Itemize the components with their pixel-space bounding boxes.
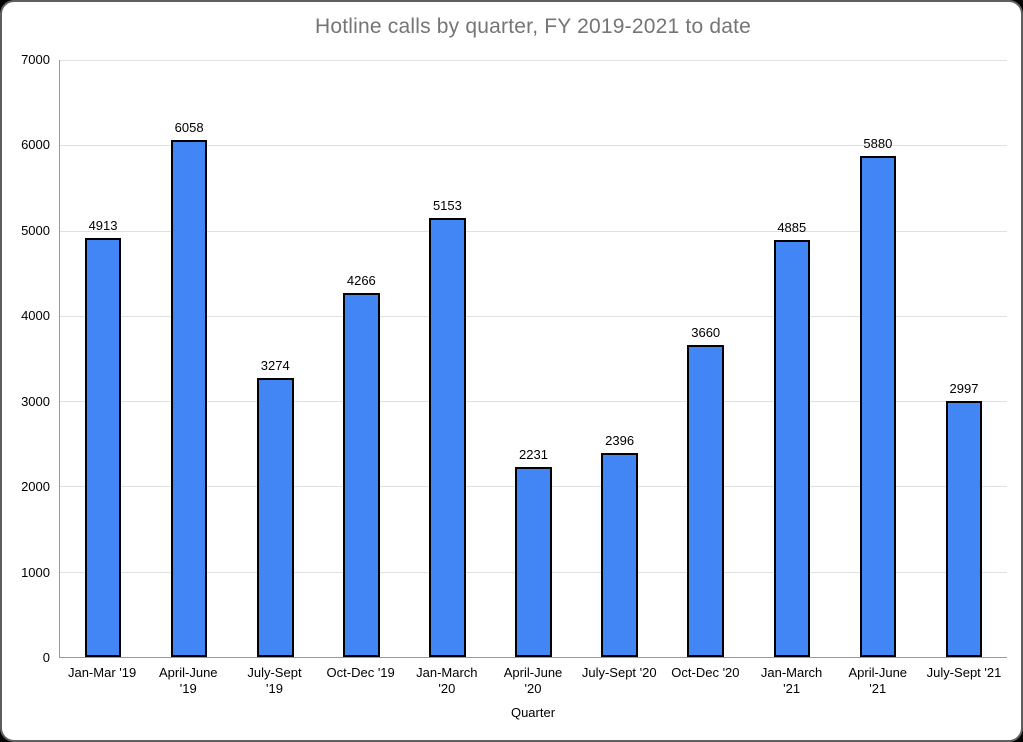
bar-slot: 2396 bbox=[577, 60, 663, 657]
bar-slot: 4885 bbox=[749, 60, 835, 657]
x-tick-label: July-Sept '19 bbox=[231, 665, 317, 697]
y-tick-label: 2000 bbox=[21, 479, 50, 495]
bar-series: 4913 6058 3274 4266 5153 2231 2396 3660 4885 5880… bbox=[60, 60, 1007, 657]
gridline-7000 bbox=[60, 60, 1007, 61]
bar-slot: 2231 bbox=[490, 60, 576, 657]
x-tick-label: April-June '19 bbox=[145, 665, 231, 697]
x-tick-label: July-Sept '21 bbox=[921, 665, 1007, 697]
x-tick-line: '20 bbox=[438, 681, 456, 696]
bar-value-label: 2396 bbox=[605, 432, 635, 448]
x-tick-line: April-June bbox=[159, 665, 218, 680]
y-tick-label: 1000 bbox=[21, 564, 50, 580]
bar-slot: 4913 bbox=[60, 60, 146, 657]
x-tick-line: July-Sept bbox=[247, 665, 302, 680]
x-tick-line: Jan-March bbox=[760, 665, 823, 680]
y-tick-label: 0 bbox=[42, 650, 50, 665]
bar-slot: 5153 bbox=[404, 60, 490, 657]
chart-title: Hotline calls by quarter, FY 2019-2021 t… bbox=[314, 15, 752, 38]
gridline-6000 bbox=[60, 145, 1007, 147]
bar-value-label: 3660 bbox=[691, 324, 721, 340]
x-axis-tick-labels: Jan-Mar '19 April-June '19 July-Sept '19 Oct-… bbox=[59, 665, 1007, 697]
x-axis-title: Quarter bbox=[510, 705, 556, 720]
gridline-3000 bbox=[60, 401, 1007, 403]
x-tick-line: July-Sept '21 bbox=[926, 665, 1002, 680]
bar bbox=[773, 240, 811, 657]
x-tick-line: Oct-Dec '20 bbox=[671, 665, 740, 680]
bar-value-label: 2997 bbox=[949, 381, 979, 397]
x-tick-line: July-Sept '20 bbox=[581, 665, 657, 680]
x-tick-label: Oct-Dec '20 bbox=[662, 665, 748, 697]
y-axis-tick-labels: 0 1000 2000 3000 4000 5000 6000 7000 bbox=[2, 52, 50, 665]
x-tick-label: April-June '21 bbox=[835, 665, 921, 697]
gridline-5000 bbox=[60, 230, 1007, 232]
bar-value-label: 2231 bbox=[519, 446, 548, 462]
bar-slot: 2997 bbox=[921, 60, 1007, 657]
bar bbox=[945, 401, 983, 657]
y-tick-label: 5000 bbox=[21, 222, 50, 238]
bar-value-label: 4885 bbox=[777, 220, 807, 236]
bar-value-label: 5880 bbox=[863, 135, 893, 151]
x-tick-line: '19 bbox=[179, 681, 197, 696]
x-tick-label: Jan-March '21 bbox=[749, 665, 835, 697]
x-tick-label: Oct-Dec '19 bbox=[318, 665, 404, 697]
x-tick-line: '21 bbox=[869, 681, 887, 696]
x-tick-line: '20 bbox=[524, 681, 542, 696]
bar bbox=[515, 466, 552, 657]
plot-area: 4913 6058 3274 4266 5153 2231 2396 3660 4885 5880… bbox=[59, 60, 1007, 658]
bar-slot: 3274 bbox=[232, 60, 318, 657]
x-tick-line: Jan-Mar '19 bbox=[67, 665, 137, 680]
x-tick-label: April-June '20 bbox=[490, 665, 576, 697]
bar-slot: 3660 bbox=[663, 60, 749, 657]
x-tick-line: '21 bbox=[783, 681, 801, 696]
x-tick-line: April-June bbox=[848, 665, 908, 680]
x-tick-line: Oct-Dec '19 bbox=[326, 665, 395, 680]
bar bbox=[170, 140, 208, 657]
bar bbox=[256, 377, 294, 657]
bar-value-label: 3274 bbox=[260, 357, 290, 373]
y-tick-label: 3000 bbox=[21, 393, 50, 409]
x-tick-label: Jan-Mar '19 bbox=[59, 665, 145, 697]
bar-slot: 5880 bbox=[835, 60, 921, 657]
gridline-4000 bbox=[60, 315, 1007, 317]
y-tick-label: 6000 bbox=[21, 137, 50, 153]
bar-value-label: 4913 bbox=[88, 218, 118, 233]
bar bbox=[687, 344, 724, 657]
bar-value-label: 4266 bbox=[346, 273, 376, 289]
bar-value-label: 5153 bbox=[432, 197, 462, 213]
y-tick-label: 4000 bbox=[21, 308, 50, 324]
y-tick-label: 7000 bbox=[21, 52, 50, 67]
bar bbox=[343, 293, 380, 657]
x-tick-label: July-Sept '20 bbox=[576, 665, 662, 697]
bar bbox=[601, 452, 638, 657]
x-tick-label: Jan-March '20 bbox=[404, 665, 490, 697]
bar-slot: 4266 bbox=[318, 60, 404, 657]
bar bbox=[84, 238, 122, 657]
x-tick-line: Jan-March bbox=[416, 665, 478, 680]
bar-value-label: 6058 bbox=[174, 120, 204, 136]
bar-slot: 6058 bbox=[146, 60, 232, 657]
bar bbox=[429, 217, 466, 657]
x-tick-line: '19 bbox=[265, 681, 283, 696]
x-tick-line: April-June bbox=[503, 665, 563, 680]
bar bbox=[859, 155, 897, 657]
